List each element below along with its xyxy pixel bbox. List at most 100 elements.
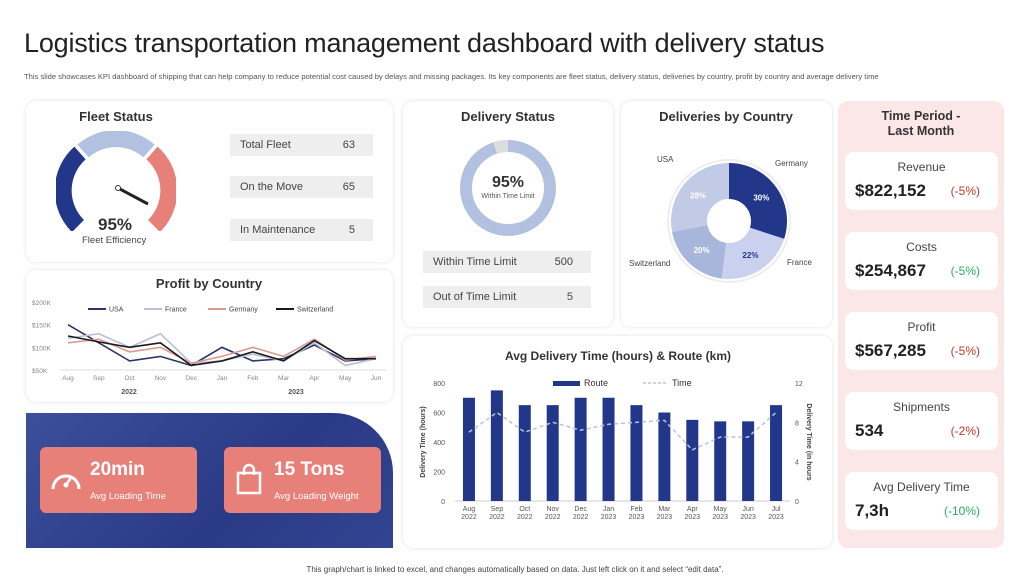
- bar: [602, 397, 615, 501]
- kpi-profit: Profit $567,285 (-5%): [845, 312, 998, 370]
- stat-total-fleet: Total Fleet 63: [230, 134, 373, 156]
- fleet-status-title: Fleet Status: [79, 109, 153, 124]
- fleet-status-card: Fleet Status 95% Fleet Efficiency Total …: [26, 101, 393, 262]
- y2-tick-label: 4: [795, 460, 799, 467]
- deliveries-pie-chart: Deliveries by Country 30% 22% 20% 28% Germany…: [629, 109, 812, 283]
- legend-label: France: [165, 307, 187, 314]
- stat-in-maintenance: In Maintenance 5: [230, 219, 373, 241]
- time-period-title: Time Period - Last Month: [881, 109, 961, 138]
- kpi-change: (-5%): [950, 264, 980, 278]
- avg-delivery-chart: Avg Delivery Time (hours) & Route (km) 0 2…: [420, 349, 812, 521]
- kpi-value: $822,152: [855, 181, 926, 200]
- legend-label: Switzerland: [297, 307, 333, 314]
- stat-out-of-time-limit: Out of Time Limit 5: [423, 286, 591, 308]
- legend-label: Time: [672, 378, 692, 388]
- slice-label: 22%: [742, 251, 758, 260]
- x-tick-label: Feb 2023: [629, 506, 645, 521]
- y-tick-label: $50K: [32, 368, 48, 375]
- series-line-switzerland: [67, 335, 376, 367]
- x-tick-label: Oct: [125, 375, 135, 382]
- kpi-change: (-5%): [950, 344, 980, 358]
- avg-delivery-card: Avg Delivery Time (hours) & Route (km) 0 2…: [403, 336, 832, 548]
- kpi-value: $254,867: [855, 261, 926, 280]
- kpi-revenue: Revenue $822,152 (-5%): [845, 152, 998, 210]
- x-tick-label: May 2023: [712, 506, 728, 521]
- y2-axis-label: Delivery Time (in hours: [805, 403, 812, 480]
- x-tick-label: Nov: [155, 375, 167, 382]
- avg-loading-time-box: 20min Avg Loading Time: [40, 447, 197, 513]
- x-tick-label: Feb: [247, 375, 259, 382]
- x-tick-label: Sep 2022: [489, 506, 505, 521]
- page-description: This slide showcases KPI dashboard of sh…: [24, 72, 879, 81]
- category-label: France: [787, 258, 812, 267]
- x-tick-label: Apr 2023: [685, 506, 701, 521]
- kpi-label: Costs: [906, 240, 937, 254]
- page-title: Logistics transportation management dash…: [24, 28, 825, 58]
- bar: [770, 405, 783, 501]
- chart-title: Deliveries by Country: [659, 109, 793, 124]
- kpi-value: 7,3h: [855, 501, 890, 520]
- fleet-efficiency-value: 95%: [98, 215, 133, 234]
- bar: [462, 397, 475, 501]
- kpi-change: (-10%): [943, 504, 980, 518]
- slice-label: 20%: [694, 246, 710, 255]
- kpi-value: 534: [855, 421, 884, 440]
- kpi-shipments: Shipments 534 (-2%): [845, 392, 998, 450]
- profit-chart: Profit by Country $50K $100K $150K $200K Aug S…: [32, 276, 386, 396]
- kpi-label: Avg Delivery Time: [873, 480, 970, 494]
- slice-label: 28%: [690, 192, 706, 201]
- x-tick-label: Jun 2023: [740, 506, 756, 521]
- bar: [518, 405, 531, 501]
- x-tick-label: Mar: [278, 375, 290, 382]
- x-tick-label: Aug: [62, 375, 74, 382]
- kpi-value: $567,285: [855, 341, 926, 360]
- legend-label: USA: [109, 307, 124, 314]
- y-axis-label: Delivery Time (hours): [420, 406, 427, 477]
- x-tick-label: Dec 2022: [573, 506, 589, 521]
- deliveries-by-country-card: Deliveries by Country 30% 22% 20% 28% Germany…: [621, 101, 832, 327]
- y-tick-label: $200K: [32, 300, 51, 307]
- bar: [490, 390, 503, 501]
- delivery-status-card: Delivery Status 95% Within Time Limit Wi…: [403, 101, 613, 327]
- pie-slice-germany: [729, 163, 787, 239]
- loading-banner: 20min Avg Loading Time 15 Tons Avg Loadi…: [26, 413, 393, 548]
- legend-label: Route: [584, 378, 608, 388]
- fleet-efficiency-label: Fleet Efficiency: [82, 235, 147, 246]
- time-period-panel: Time Period - Last Month Revenue $822,152…: [838, 101, 1004, 548]
- y2-tick-label: 8: [795, 420, 799, 427]
- y2-tick-label: 0: [795, 499, 799, 506]
- profit-by-country-card: Profit by Country $50K $100K $150K $200K Aug S…: [26, 270, 393, 402]
- pie-slice-switzerland: [672, 225, 727, 279]
- legend-swatch: [553, 381, 580, 386]
- avg-loading-weight-label: Avg Loading Weight: [274, 491, 359, 502]
- gauge-needle: [117, 186, 149, 206]
- y-tick-label: 200: [433, 470, 445, 477]
- group-label: 2022: [121, 389, 137, 396]
- y-tick-label: $150K: [32, 323, 51, 330]
- y2-tick-label: 12: [795, 381, 803, 388]
- avg-loading-weight-value: 15 Tons: [274, 459, 345, 480]
- stat-within-time-limit: Within Time Limit 500: [423, 251, 591, 273]
- pie-slice-france: [721, 227, 785, 279]
- x-tick-label: Jan 2023: [601, 506, 617, 521]
- delivery-status-label: Within Time Limit: [481, 193, 535, 200]
- bar: [714, 421, 727, 501]
- x-tick-label: Aug 2022: [461, 506, 477, 521]
- x-tick-label: Jul 2023: [768, 506, 784, 521]
- legend-label: Germany: [229, 307, 258, 314]
- chart-title: Profit by Country: [156, 276, 263, 291]
- kpi-label: Profit: [907, 320, 936, 334]
- y-tick-label: 400: [433, 440, 445, 447]
- bar: [630, 405, 643, 501]
- bar: [686, 419, 699, 501]
- category-label: Germany: [775, 159, 808, 168]
- kpi-costs: Costs $254,867 (-5%): [845, 232, 998, 290]
- shopping-bag-icon: [236, 463, 262, 495]
- category-label: USA: [657, 155, 674, 164]
- bar: [658, 412, 671, 501]
- delivery-status-value: 95%: [491, 174, 525, 191]
- x-tick-label: Mar 2023: [657, 506, 673, 521]
- avg-loading-time-value: 20min: [90, 459, 145, 480]
- time-line: [468, 411, 777, 451]
- y-tick-label: 800: [433, 381, 445, 388]
